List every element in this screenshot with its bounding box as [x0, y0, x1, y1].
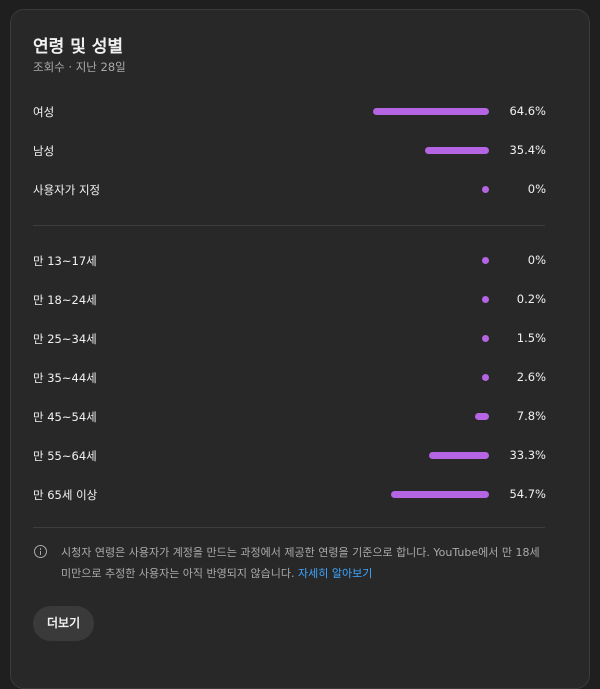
age-label: 만 25~34세 — [33, 332, 97, 346]
age-value: 54.7% — [509, 487, 546, 501]
card-title: 연령 및 성별 — [33, 37, 124, 57]
age-bar — [482, 296, 489, 303]
gender-bar — [372, 108, 489, 115]
gender-bar — [425, 147, 489, 154]
age-label: 만 55~64세 — [33, 449, 97, 463]
age-row: 만 35~44세 2.6% — [33, 368, 553, 388]
info-note: 시청자 연령은 사용자가 계정을 만드는 과정에서 제공한 연령을 기준으로 합… — [61, 542, 541, 584]
gender-value: 64.6% — [509, 104, 546, 118]
age-value: 7.8% — [516, 409, 546, 423]
age-value: 33.3% — [509, 448, 546, 462]
age-bar — [390, 491, 489, 498]
gender-row: 여성 64.6% — [33, 102, 553, 122]
age-row: 만 55~64세 33.3% — [33, 446, 553, 466]
age-value: 2.6% — [516, 370, 546, 384]
age-row: 만 65세 이상 54.7% — [33, 485, 553, 505]
age-label: 만 13~17세 — [33, 254, 97, 268]
section-divider — [33, 527, 545, 528]
age-row: 만 13~17세 0% — [33, 251, 553, 271]
card-subtitle: 조회수 · 지난 28일 — [33, 60, 126, 74]
gender-bar — [482, 186, 489, 193]
age-bar — [474, 413, 489, 420]
more-button[interactable]: 더보기 — [33, 606, 95, 641]
gender-row: 남성 35.4% — [33, 141, 553, 161]
gender-label: 남성 — [33, 144, 55, 158]
info-note-text: 시청자 연령은 사용자가 계정을 만드는 과정에서 제공한 연령을 기준으로 합… — [61, 546, 540, 580]
age-value: 0% — [527, 253, 546, 267]
learn-more-link[interactable]: 자세히 알아보기 — [298, 567, 373, 580]
age-bar — [482, 335, 489, 342]
age-row: 만 25~34세 1.5% — [33, 329, 553, 349]
age-label: 만 18~24세 — [33, 293, 97, 307]
gender-label: 사용자가 지정 — [33, 183, 101, 197]
gender-value: 0% — [527, 182, 546, 196]
age-label: 만 65세 이상 — [33, 488, 98, 502]
age-value: 1.5% — [516, 331, 546, 345]
age-gender-card: 연령 및 성별 조회수 · 지난 28일 여성 64.6% 남성 35.4% 사용자가 … — [10, 9, 590, 689]
age-row: 만 18~24세 0.2% — [33, 290, 553, 310]
info-icon — [34, 545, 47, 558]
age-label: 만 45~54세 — [33, 410, 97, 424]
gender-label: 여성 — [33, 105, 55, 119]
age-label: 만 35~44세 — [33, 371, 97, 385]
age-bar — [429, 452, 489, 459]
age-row: 만 45~54세 7.8% — [33, 407, 553, 427]
age-value: 0.2% — [516, 292, 546, 306]
section-divider — [33, 225, 545, 226]
gender-value: 35.4% — [509, 143, 546, 157]
age-bar — [482, 374, 489, 381]
age-bar — [482, 257, 489, 264]
gender-row: 사용자가 지정 0% — [33, 180, 553, 200]
